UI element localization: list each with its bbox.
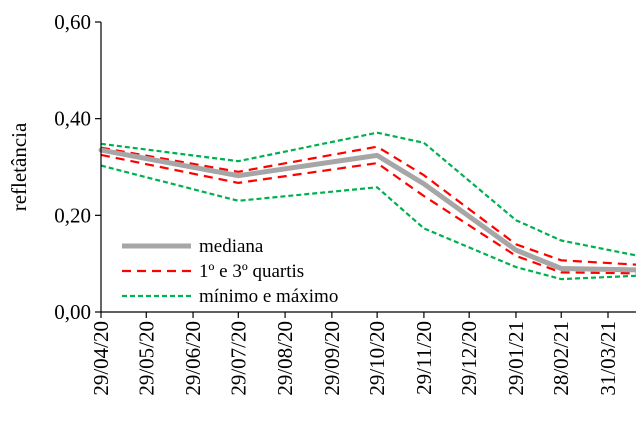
series-line-2 (100, 153, 636, 275)
y-axis-label: refletância (7, 122, 31, 211)
x-tick-label: 29/06/20 (181, 321, 205, 396)
x-tick-label: 29/01/21 (504, 321, 528, 396)
series-line-0 (98, 147, 636, 273)
y-tick-label: 0,20 (54, 203, 91, 227)
x-tick-label: 29/04/20 (89, 321, 113, 396)
series-line-4 (100, 164, 636, 281)
x-tick-label: 29/09/20 (320, 321, 344, 396)
x-tick-label: 31/03/21 (596, 321, 620, 396)
y-tick-label: 0,60 (54, 10, 91, 34)
x-tick-label: 28/02/21 (549, 321, 573, 396)
series-line-1 (100, 145, 636, 266)
y-tick-label: 0,00 (54, 300, 91, 324)
x-tick-label: 29/07/20 (226, 321, 250, 396)
y-tick-label: 0,40 (54, 107, 91, 131)
x-tick-label: 29/05/20 (134, 321, 158, 396)
series-line-3 (100, 131, 636, 257)
legend-label: mediana (199, 236, 264, 257)
x-tick-label: 29/11/20 (412, 321, 436, 395)
x-tick-label: 29/10/20 (365, 321, 389, 396)
legend-label: 1º e 3º quartis (199, 261, 304, 282)
x-tick-label: 29/08/20 (273, 321, 297, 396)
legend-label: mínimo e máximo (199, 286, 338, 307)
x-tick-label: 29/12/20 (457, 321, 481, 396)
